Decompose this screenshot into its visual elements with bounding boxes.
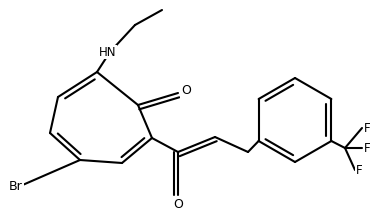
Text: F: F bbox=[364, 122, 370, 135]
Text: F: F bbox=[356, 163, 362, 176]
Text: O: O bbox=[173, 197, 183, 210]
Text: O: O bbox=[181, 84, 191, 97]
Text: HN: HN bbox=[99, 46, 117, 59]
Text: Br: Br bbox=[9, 181, 23, 194]
Text: F: F bbox=[364, 141, 370, 155]
